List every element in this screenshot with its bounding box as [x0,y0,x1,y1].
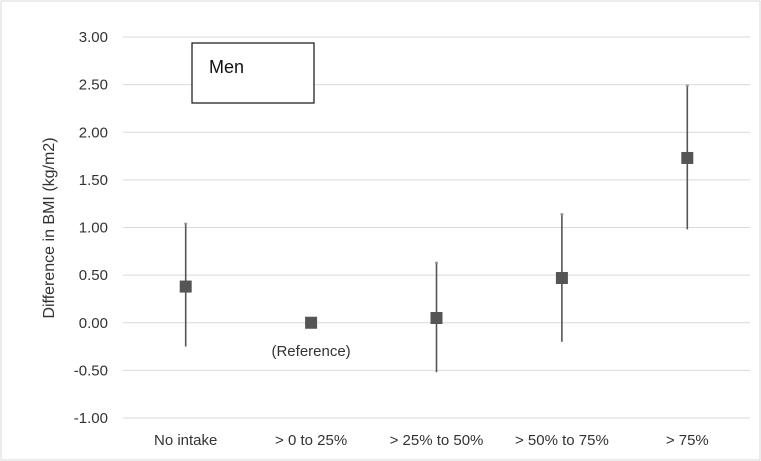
panel-label-border [191,42,315,104]
y-tick-label: 2.50 [79,77,108,94]
y-tick-label: 1.50 [79,172,108,189]
data-points [179,151,694,329]
panel-label-box: Men [191,42,315,104]
y-axis-label: Difference in BMI (kg/m2) [41,137,58,318]
panel-label-text: Men [209,57,244,77]
data-point [179,280,192,293]
y-tick-label: -0.50 [74,362,108,379]
gridlines [123,36,750,419]
x-tick-label: > 75% [666,432,709,449]
data-point [681,151,694,164]
data-point [305,316,318,329]
x-tick-label: > 25% to 50% [390,432,484,449]
y-tick-label: 1.00 [79,220,108,237]
x-tick-label: > 50% to 75% [515,432,609,449]
y-tick-label: 2.00 [79,124,108,141]
y-tick-label: -1.00 [74,410,108,427]
x-tick-label: No intake [154,432,217,449]
data-point [555,271,568,284]
y-tick-label: 0.00 [79,315,108,332]
y-tick-label: 3.00 [79,29,108,46]
y-tick-labels: -1.00 -0.50 0.00 0.50 1.00 1.50 2.00 2.50 3.00 [74,29,108,427]
y-tick-label: 0.50 [79,267,108,284]
reference-annotation: (Reference) [271,343,350,360]
annotations: (Reference) [271,343,350,360]
x-tick-labels: No intake > 0 to 25% > 25% to 50% > 50% to … [154,432,709,449]
data-point [430,311,443,324]
x-tick-label: > 0 to 25% [275,432,347,449]
